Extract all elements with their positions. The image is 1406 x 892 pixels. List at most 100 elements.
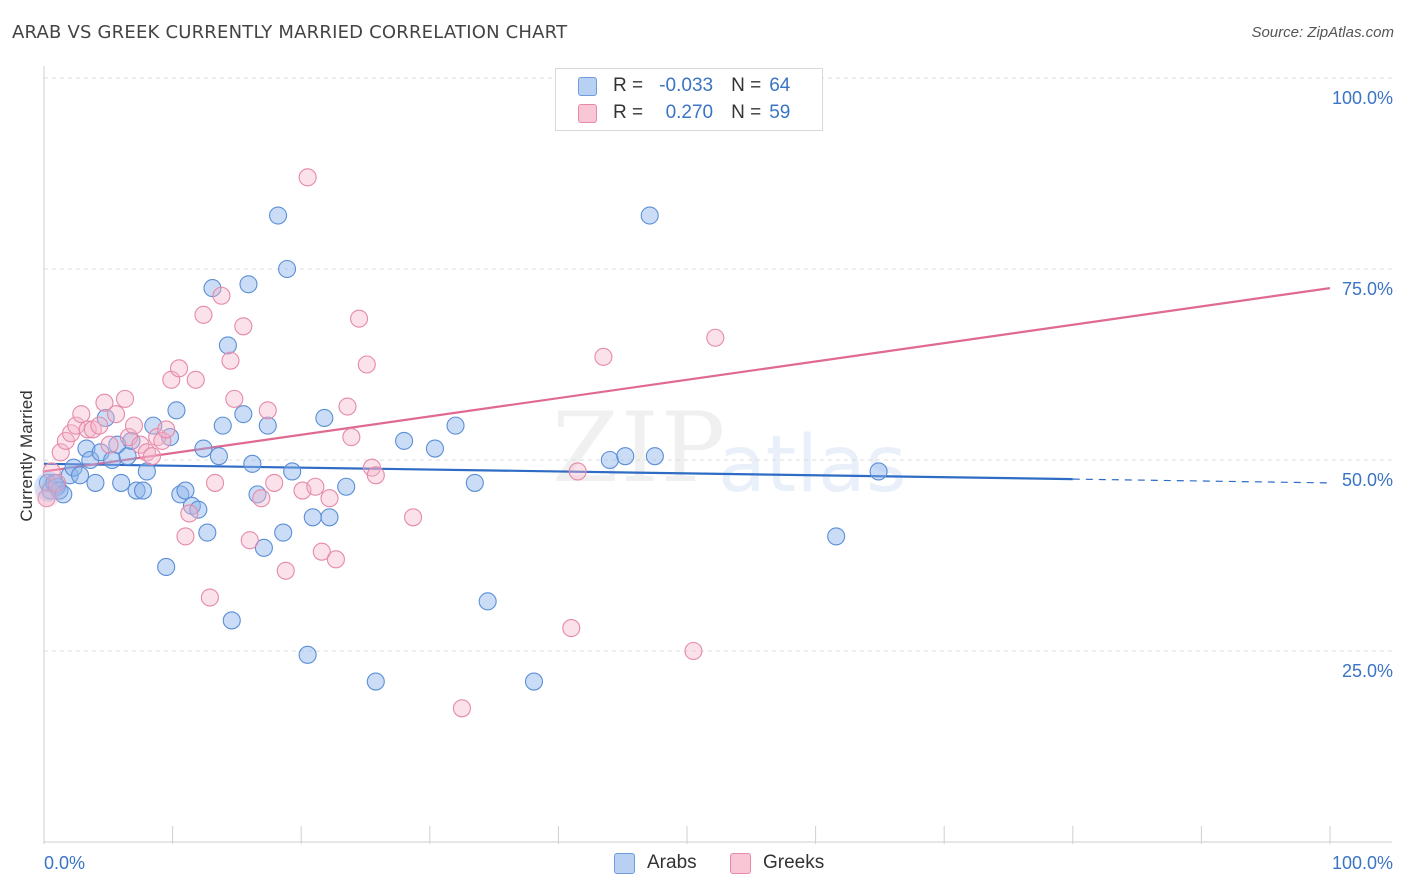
- watermark-zip: ZIP: [552, 392, 728, 504]
- arab-point: [298, 645, 317, 664]
- tick-labels: 100.0% 75.0% 50.0% 25.0% 0.0% 100.0%: [44, 88, 1393, 873]
- greek-point: [357, 355, 376, 374]
- trend-lines: [43, 287, 1331, 484]
- greek-point: [240, 531, 259, 550]
- arab-point: [64, 458, 83, 477]
- greeks-swatch: [578, 103, 597, 123]
- arab-point: [137, 462, 156, 481]
- arab-point: [194, 439, 213, 458]
- arab-point: [112, 473, 131, 492]
- greek-point: [200, 588, 219, 607]
- arab-point: [209, 447, 228, 466]
- greek-point: [186, 370, 205, 389]
- y-tick-label: 75.0%: [1342, 279, 1393, 299]
- arab-point: [640, 206, 659, 225]
- arab-point: [337, 477, 356, 496]
- greek-point: [194, 305, 213, 324]
- arab-point: [176, 481, 195, 500]
- arab-point: [303, 508, 322, 527]
- legend-row-greeks: R = 0.270 N = 59: [578, 100, 790, 126]
- r-label: R =: [613, 102, 644, 123]
- r-value: -0.033: [659, 75, 714, 96]
- greek-point: [350, 309, 369, 328]
- greek-point: [276, 561, 295, 580]
- greek-point: [221, 351, 240, 370]
- greeks-legend-label: Greeks: [763, 852, 825, 873]
- arab-point: [157, 557, 176, 577]
- arab-point: [86, 473, 105, 492]
- greek-trend-line: [43, 287, 1331, 473]
- arab-point: [254, 538, 273, 557]
- greek-point: [131, 435, 150, 454]
- greek-point: [338, 397, 357, 416]
- greek-point: [124, 416, 144, 435]
- arab-point: [70, 466, 90, 485]
- arab-point: [103, 450, 122, 470]
- greek-point: [100, 435, 119, 454]
- chart-title: ARAB VS GREEK CURRENTLY MARRIED CORRELAT…: [12, 22, 568, 43]
- greek-point: [706, 328, 725, 347]
- watermark-atlas: atlas: [718, 420, 907, 510]
- greek-point: [312, 542, 331, 561]
- greek-point: [320, 489, 339, 508]
- x-tick-label-min: 0.0%: [44, 853, 85, 873]
- arab-point: [524, 672, 544, 691]
- arabs-legend-swatch: [614, 852, 635, 874]
- axes: [43, 66, 1392, 844]
- greek-point: [157, 420, 176, 439]
- greek-point: [594, 347, 613, 366]
- legend-item-greeks[interactable]: Greeks: [730, 852, 824, 874]
- n-label: N =: [731, 102, 762, 123]
- greek-point: [306, 477, 325, 496]
- arab-point: [167, 401, 186, 420]
- arab-point: [234, 405, 253, 424]
- arab-point: [869, 462, 888, 481]
- arab-point: [239, 275, 258, 294]
- arab-point: [645, 447, 664, 466]
- arab-point: [77, 439, 96, 458]
- arab-point: [283, 462, 302, 481]
- arab-point: [616, 447, 635, 466]
- greek-point: [115, 389, 135, 408]
- greek-point: [562, 619, 581, 638]
- n-value: 59: [769, 102, 791, 123]
- stats-legend: R = -0.033 N = 64 R = 0.270 N = 59: [555, 68, 823, 131]
- greek-point: [142, 447, 162, 466]
- greek-point: [684, 641, 703, 661]
- arab-point: [425, 439, 444, 458]
- greek-point: [326, 550, 345, 569]
- arab-trend-line: [43, 462, 1073, 481]
- greek-point: [153, 431, 172, 450]
- y-tick-label: 50.0%: [1342, 470, 1393, 490]
- greek-point: [452, 699, 472, 718]
- arab-point: [54, 485, 73, 504]
- arab-point: [96, 408, 115, 428]
- greek-point: [78, 420, 97, 439]
- arab-point: [600, 450, 619, 470]
- arab-point: [274, 523, 293, 542]
- greek-point: [342, 428, 361, 447]
- arab-point: [366, 672, 385, 691]
- greek-point: [72, 405, 91, 424]
- greek-point: [37, 489, 56, 508]
- source-attribution: Source: ZipAtlas.com: [1251, 24, 1394, 41]
- arab-point: [320, 508, 339, 527]
- arab-point: [465, 473, 484, 492]
- arab-point: [222, 611, 241, 630]
- arab-point: [127, 481, 146, 500]
- arab-point: [278, 259, 297, 279]
- r-label: R =: [613, 75, 644, 96]
- greek-point: [106, 405, 126, 424]
- greek-point: [180, 504, 199, 523]
- arab-point: [269, 206, 288, 225]
- arab-point: [213, 416, 232, 435]
- legend-item-arabs[interactable]: Arabs: [614, 852, 697, 874]
- r-value: 0.270: [665, 102, 714, 123]
- arab-point: [118, 447, 137, 466]
- greek-point: [225, 389, 244, 408]
- arabs-swatch: [578, 76, 597, 96]
- greek-point: [169, 359, 189, 378]
- greek-point: [47, 473, 66, 492]
- arab-point: [446, 416, 465, 435]
- arab-point: [198, 523, 217, 542]
